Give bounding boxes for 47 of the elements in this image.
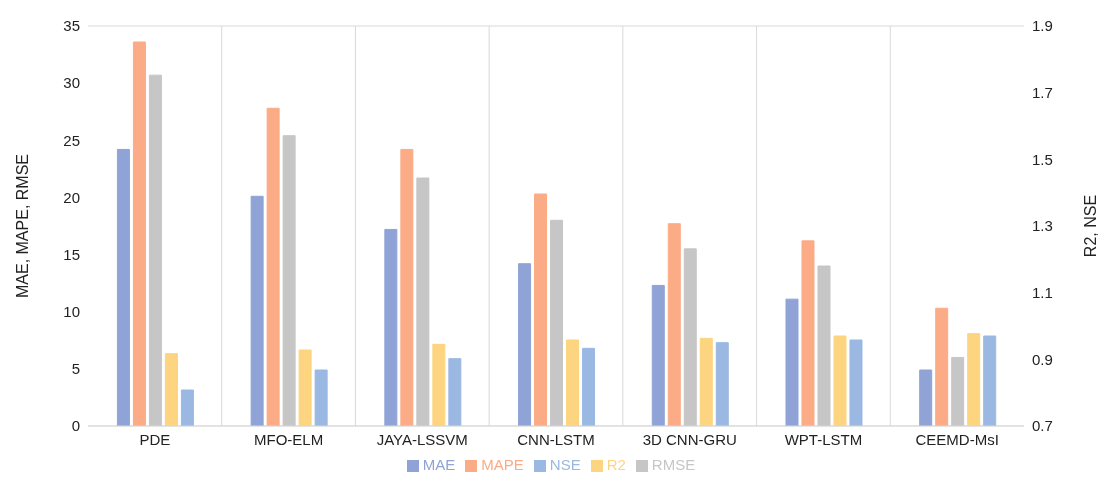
x-tick-label: MFO-ELM [253,430,324,448]
y-tick-label: 15 [63,245,80,263]
bar [518,263,532,426]
y2-tick-label: 1.7 [1032,83,1053,101]
y-tick-label: 20 [63,188,80,206]
y-tick-label: 5 [71,360,80,378]
y2-tick-label: 1.1 [1032,283,1053,301]
bar [416,177,430,426]
y-tick-label: 0 [71,417,80,435]
legend-label: MAPE [481,456,524,473]
bar [785,298,799,426]
y-tick-label: 35 [63,17,80,35]
legend-label: MAE [422,456,456,473]
bar [550,219,564,426]
y2-tick-label: 0.9 [1032,350,1053,368]
bar [651,284,665,426]
y-axis-title: MAE, MAPE, RMSE [13,153,31,299]
x-tick-label: WPT-LSTM [784,430,863,448]
bar [400,148,414,426]
bar [250,195,264,426]
bar [801,240,815,426]
y-tick-label: 25 [63,131,80,149]
x-tick-label: JAYA-LSSVM [376,430,468,448]
x-tick-label: 3D CNN-GRU [642,430,737,448]
y2-tick-label: 1.3 [1032,217,1053,235]
y2-axis-title: R2, NSE [1081,194,1099,258]
bar [534,193,548,426]
bar [266,107,280,426]
bar [148,74,162,426]
legend-label: NSE [549,456,581,473]
legend-label: R2 [606,456,626,473]
x-tick-label: PDE [139,430,171,448]
bar [935,307,949,426]
bar [384,228,398,426]
y-tick-label: 10 [63,303,80,321]
legend-label: RMSE [651,456,696,473]
bar [667,223,681,426]
bar [132,41,146,426]
y2-tick-label: 0.7 [1032,417,1053,435]
bar [116,148,130,426]
x-tick-label: CEEMD-MsI [915,430,999,448]
x-tick-label: CNN-LSTM [517,430,595,448]
y2-tick-label: 1.9 [1032,17,1053,35]
y-tick-label: 30 [63,74,80,92]
bar [919,369,933,426]
y2-tick-label: 1.5 [1032,150,1053,168]
bar [282,135,296,426]
